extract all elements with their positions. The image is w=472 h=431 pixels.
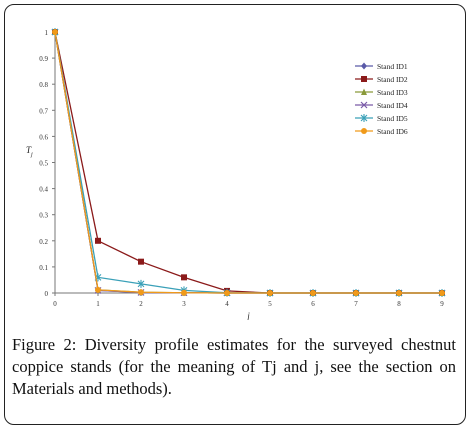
y-tick-label: 0.6	[39, 133, 48, 141]
y-tick-label: 0.9	[39, 55, 48, 63]
data-point	[181, 274, 187, 281]
y-axis-label: Tj	[26, 145, 33, 158]
legend-label: Stand ID4	[377, 101, 408, 110]
data-point	[439, 290, 445, 296]
legend-marker	[361, 128, 367, 134]
data-point	[52, 29, 58, 35]
y-tick-label: 0	[45, 290, 49, 298]
x-tick-label: 5	[268, 300, 272, 308]
legend-label: Stand ID6	[377, 127, 408, 136]
figure-frame	[4, 4, 466, 425]
legend-label: Stand ID1	[377, 62, 408, 71]
x-tick-label: 6	[311, 300, 315, 308]
y-tick-label: 1	[45, 29, 49, 37]
data-point	[181, 289, 187, 296]
y-tick-label: 0.4	[39, 186, 48, 194]
y-tick-label: 0.8	[39, 81, 48, 89]
x-tick-label: 7	[354, 300, 358, 308]
y-tick-label: 0.5	[39, 160, 48, 168]
diversity-profile-chart: 0 0.1 0.2 0.3 0.4 0.5 0.6 0.7 0.8 0.9 1 0 1 2 3 4 5 6 7 8 9 T…	[26, 28, 446, 321]
legend-label: Stand ID5	[377, 114, 408, 123]
data-point	[224, 290, 230, 296]
x-tick-label: 0	[53, 300, 57, 308]
data-point	[310, 290, 316, 296]
series-line-5	[54, 31, 442, 294]
data-point	[138, 258, 144, 265]
x-tick-label: 9	[440, 300, 444, 308]
x-tick-label: 8	[397, 300, 401, 308]
legend-marker	[361, 88, 367, 95]
y-tick-label: 0.7	[39, 107, 48, 115]
chart-area: 0 0.1 0.2 0.3 0.4 0.5 0.6 0.7 0.8 0.9 1 0 1 2 3 4 5 6 7 8 9 T…	[10, 10, 460, 321]
data-point	[396, 290, 402, 296]
x-tick-label: 3	[182, 300, 186, 308]
series-line-6	[54, 31, 442, 294]
data-point	[138, 289, 144, 296]
x-axis-label: j	[246, 311, 250, 320]
x-tick-label: 4	[225, 300, 229, 308]
x-tick-label: 1	[96, 300, 100, 308]
y-tick-label: 0.1	[39, 264, 48, 272]
legend-marker	[361, 76, 367, 82]
legend-label: Stand ID2	[377, 75, 408, 84]
figure-caption: Figure 2: Diversity profile estimates fo…	[12, 335, 456, 398]
data-point	[137, 279, 145, 288]
series-line-1	[54, 31, 442, 294]
legend-label: Stand ID3	[377, 88, 408, 97]
y-tick-label: 0.2	[39, 238, 48, 246]
data-point	[353, 290, 359, 296]
data-point	[95, 237, 101, 244]
legend-marker	[361, 62, 367, 70]
x-tick-label: 2	[139, 300, 143, 308]
data-point	[267, 290, 273, 296]
series-line-3	[54, 31, 442, 294]
legend-marker	[360, 114, 368, 122]
legend-marker	[360, 101, 368, 109]
data-point	[95, 286, 101, 293]
y-tick-label: 0.3	[39, 212, 48, 220]
series-line-2	[54, 31, 442, 294]
series-line-4	[54, 31, 442, 294]
